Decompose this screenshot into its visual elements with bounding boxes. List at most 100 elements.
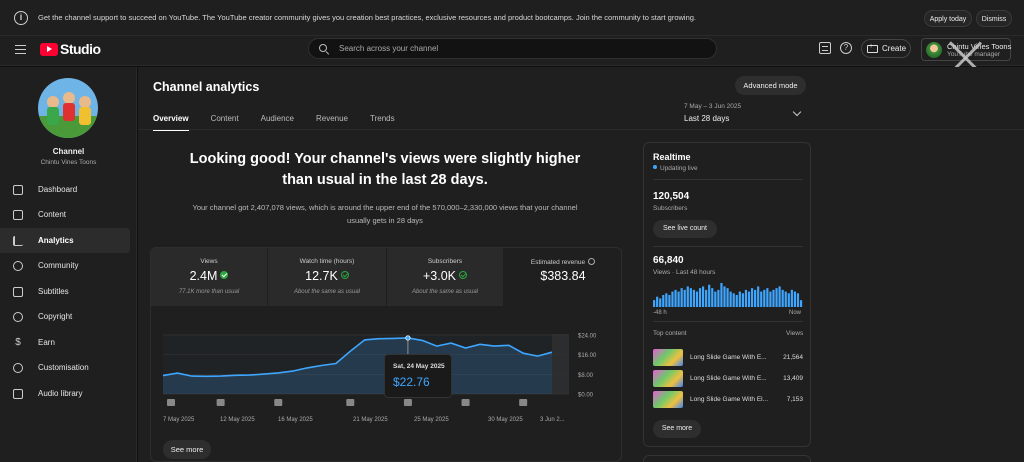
grid-icon bbox=[13, 184, 23, 195]
video-thumbnail bbox=[653, 391, 683, 408]
sidebar-item-label: Analytics bbox=[38, 236, 74, 245]
top-content-row[interactable]: Long Slide Game With El... 7,153 bbox=[653, 391, 803, 409]
tab-overview[interactable]: Overview bbox=[153, 114, 189, 131]
sidebar-item-dashboard[interactable]: Dashboard bbox=[0, 177, 130, 202]
realtime-bar bbox=[790, 289, 793, 307]
sidebar-item-copyright[interactable]: Copyright bbox=[0, 304, 130, 329]
menu-icon[interactable] bbox=[15, 45, 26, 54]
x-tick-label: 16 May 2025 bbox=[278, 417, 313, 423]
realtime-bar bbox=[799, 300, 803, 307]
realtime-bar bbox=[671, 291, 674, 307]
metric-value-text: 2.4M bbox=[189, 269, 218, 283]
chart-future-shade bbox=[552, 334, 569, 394]
tab-trends[interactable]: Trends bbox=[370, 114, 395, 123]
help-icon[interactable]: ? bbox=[840, 42, 852, 54]
metric-views[interactable]: Views 2.4M 77.1K more than usual bbox=[151, 248, 267, 306]
tab-divider bbox=[138, 129, 1024, 130]
realtime-bar bbox=[781, 289, 784, 307]
metric-note: About the same as usual bbox=[293, 289, 361, 295]
tooltip-date: Sat, 24 May 2025 bbox=[393, 363, 445, 370]
video-marker-icon[interactable] bbox=[461, 399, 470, 406]
realtime-bar bbox=[796, 293, 800, 307]
tooltip-value: $22.76 bbox=[393, 375, 430, 389]
realtime-bar bbox=[723, 286, 726, 307]
sidebar-item-community[interactable]: Community bbox=[0, 253, 130, 278]
y-tick-label: $16.00 bbox=[578, 353, 597, 359]
metric-revenue[interactable]: Estimated revenue $383.84 bbox=[504, 248, 622, 306]
realtime-bar bbox=[744, 289, 748, 307]
date-range[interactable]: 7 May – 3 Jun 2025 bbox=[684, 103, 742, 110]
video-marker-icon[interactable] bbox=[403, 399, 412, 406]
video-marker-icon[interactable] bbox=[519, 399, 528, 406]
realtime-bar bbox=[698, 288, 702, 307]
axis-start-label: -48 h bbox=[653, 310, 667, 316]
sidebar-item-earn[interactable]: $ Earn bbox=[0, 330, 130, 355]
see-more-button[interactable]: See more bbox=[163, 440, 211, 459]
realtime-bar bbox=[757, 286, 760, 307]
search-input[interactable]: Search across your channel bbox=[308, 38, 717, 59]
search-icon bbox=[319, 44, 327, 52]
sidebar-item-label: Copyright bbox=[38, 312, 73, 321]
realtime-bar bbox=[701, 286, 705, 307]
avatar-kid-3 bbox=[79, 96, 91, 108]
metric-watch-time[interactable]: Watch time (hours) 12.7K About the same … bbox=[268, 248, 386, 306]
realtime-card: Realtime Updating live 120,504 Subscribe… bbox=[643, 142, 811, 447]
realtime-bar bbox=[726, 288, 729, 307]
sidebar-item-customisation[interactable]: Customisation bbox=[0, 355, 130, 380]
divider bbox=[653, 321, 803, 322]
metric-value-text: 12.7K bbox=[305, 269, 338, 283]
analytics-icon bbox=[13, 235, 23, 246]
insight-headline: Looking good! Your channel's views were … bbox=[189, 151, 581, 188]
video-marker-icon[interactable] bbox=[216, 399, 225, 406]
video-marker-icon[interactable] bbox=[346, 399, 355, 406]
metric-subscribers[interactable]: Subscribers +3.0K About the same as usua… bbox=[387, 248, 503, 306]
main-content: Channel analytics Advanced mode 7 May – … bbox=[138, 67, 1024, 462]
account-avatar bbox=[926, 42, 942, 58]
see-live-count-button[interactable]: See live count bbox=[653, 220, 717, 238]
chart-area-fill bbox=[163, 337, 552, 394]
tab-revenue[interactable]: Revenue bbox=[315, 114, 348, 123]
metric-value: 2.4M bbox=[151, 269, 267, 283]
sidebar-item-label: Audio library bbox=[38, 389, 83, 398]
see-more-button[interactable]: See more bbox=[653, 420, 701, 438]
channel-name: Chintu Vines Toons bbox=[40, 159, 97, 166]
avatar-kid-2-body bbox=[63, 103, 75, 121]
advanced-mode-button[interactable]: Advanced mode bbox=[735, 76, 806, 95]
tab-audience[interactable]: Audience bbox=[260, 114, 294, 123]
sidebar-item-audio-library[interactable]: Audio library bbox=[0, 381, 130, 406]
video-marker-icon[interactable] bbox=[167, 399, 175, 406]
realtime-views-chart[interactable] bbox=[653, 281, 803, 307]
tab-content[interactable]: Content bbox=[210, 114, 239, 123]
channel-avatar[interactable] bbox=[38, 78, 98, 138]
video-marker-icon[interactable] bbox=[274, 399, 283, 406]
sidebar-item-analytics[interactable]: Analytics bbox=[0, 228, 130, 253]
y-tick-label: $8.00 bbox=[578, 373, 594, 379]
sidebar-item-subtitles[interactable]: Subtitles bbox=[0, 279, 130, 304]
realtime-bar bbox=[784, 291, 787, 307]
live-status-text: Updating live bbox=[660, 165, 698, 172]
divider bbox=[653, 179, 803, 180]
metric-label: Watch time (hours) bbox=[299, 258, 355, 265]
create-button[interactable]: Create bbox=[861, 39, 911, 58]
video-thumbnail bbox=[653, 370, 683, 387]
studio-logo[interactable]: Studio bbox=[40, 41, 101, 57]
sidebar: Channel Chintu Vines Toons Dashboard Con… bbox=[0, 67, 137, 462]
date-period-label[interactable]: Last 28 days bbox=[684, 114, 730, 123]
realtime-bar bbox=[674, 289, 677, 307]
feedback-icon[interactable] bbox=[819, 42, 831, 54]
top-header: Studio Search across your channel ? Crea… bbox=[0, 36, 1024, 66]
community-icon bbox=[13, 260, 23, 271]
dismiss-button[interactable]: Dismiss bbox=[976, 10, 1012, 27]
revenue-chart[interactable]: $24.00 $16.00 $8.00 $0.00 7 May 2025 12 May 2… bbox=[138, 67, 1024, 462]
subtitles-icon bbox=[13, 286, 23, 297]
apply-today-button[interactable]: Apply today bbox=[924, 10, 972, 27]
sidebar-item-label: Dashboard bbox=[38, 185, 78, 194]
insight-subline: Your channel got 2,407,078 views, which … bbox=[192, 203, 578, 225]
sidebar-item-content[interactable]: Content bbox=[0, 202, 130, 227]
y-tick-label: $0.00 bbox=[578, 393, 594, 399]
realtime-bar bbox=[665, 293, 668, 307]
realtime-bar bbox=[689, 288, 692, 307]
top-content-row[interactable]: Long Slide Game With E... 21,564 bbox=[653, 349, 803, 367]
realtime-bar bbox=[729, 291, 732, 307]
top-content-row[interactable]: Long Slide Game With E... 13,409 bbox=[653, 370, 803, 388]
